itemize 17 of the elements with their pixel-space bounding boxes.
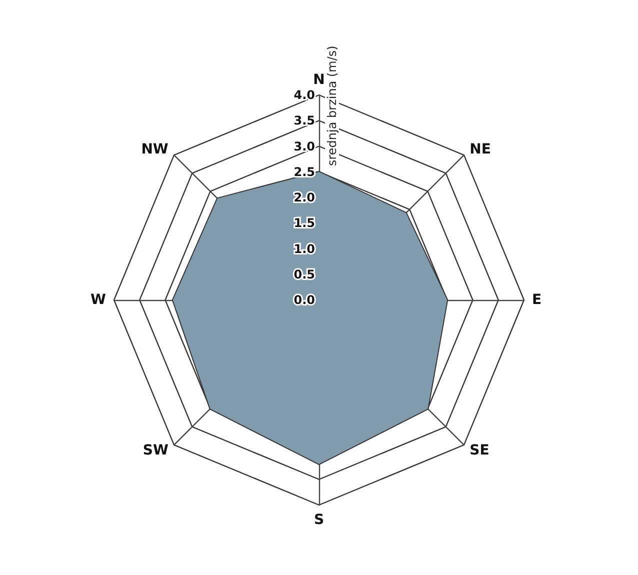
y-tick-label: 1.0: [294, 242, 315, 256]
y-tick-label: 2.0: [294, 190, 315, 204]
spoke-label: S: [314, 512, 324, 528]
spoke-label: NE: [470, 141, 491, 158]
spoke-label: NW: [141, 141, 168, 158]
spoke-label: SE: [470, 442, 490, 459]
text: srednja brzina (m/s): [325, 46, 339, 166]
spoke-label: E: [532, 292, 542, 308]
spoke-label: SW: [142, 442, 168, 459]
y-tick-label: 0.0: [294, 293, 315, 307]
y-tick-label: 1.5: [294, 216, 315, 230]
y-tick-label: 0.5: [294, 267, 315, 282]
spoke-label: W: [90, 292, 106, 308]
y-tick-label: 4.0: [294, 88, 315, 102]
y-tick-label: 3.0: [294, 139, 315, 154]
y-tick-label: 3.5: [294, 114, 315, 128]
spoke-label: N: [313, 72, 325, 88]
